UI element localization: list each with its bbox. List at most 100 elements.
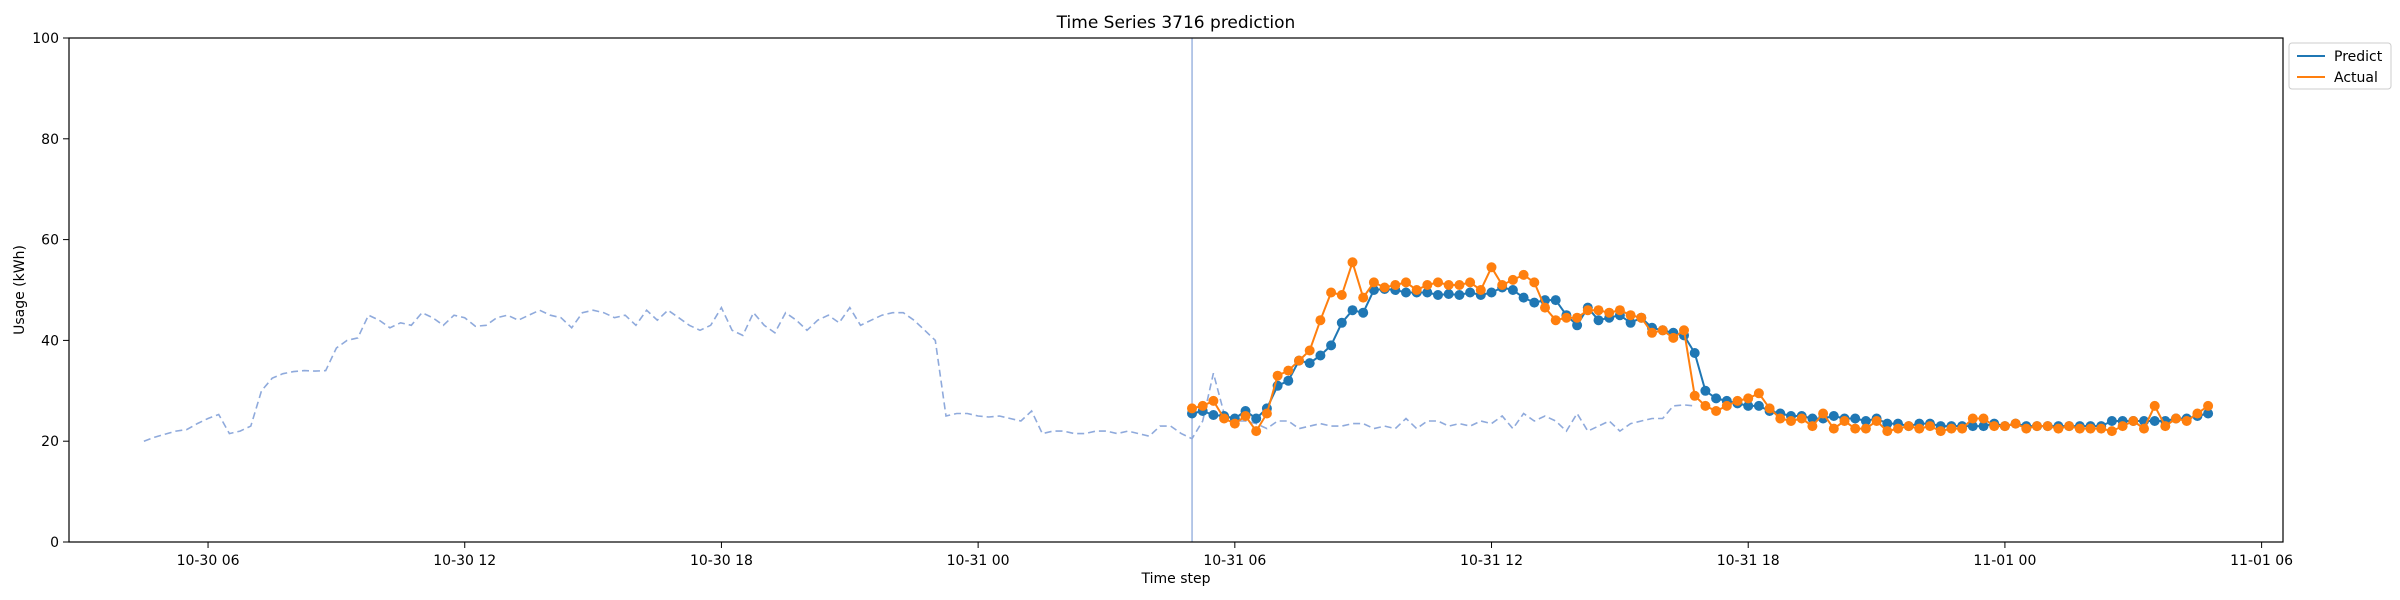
actual-point bbox=[1229, 418, 1240, 429]
y-tick-label: 40 bbox=[41, 333, 59, 349]
predict-point bbox=[1518, 292, 1529, 303]
actual-point bbox=[2128, 416, 2139, 426]
actual-point bbox=[2181, 416, 2192, 426]
actual-point bbox=[1294, 355, 1304, 366]
actual-point bbox=[1486, 262, 1497, 273]
actual-point bbox=[1935, 426, 1946, 437]
actual-point bbox=[1925, 421, 1935, 432]
actual-point bbox=[2117, 421, 2128, 432]
actual-point bbox=[1187, 403, 1197, 414]
x-tick-label: 10-31 00 bbox=[947, 553, 1010, 569]
actual-point bbox=[1443, 280, 1454, 290]
predict-point bbox=[1283, 375, 1294, 386]
actual-point bbox=[1807, 421, 1818, 432]
predict-point bbox=[1443, 289, 1454, 299]
predict-point bbox=[1347, 305, 1358, 316]
actual-point bbox=[2032, 421, 2042, 432]
x-axis: 10-30 06 10-30 12 10-30 18 10-31 00 10-31 06… bbox=[177, 542, 2293, 569]
actual-point bbox=[1251, 426, 1262, 437]
predict-point bbox=[1251, 413, 1262, 424]
actual-point bbox=[1860, 423, 1871, 434]
predict-point bbox=[1882, 418, 1893, 429]
actual-point bbox=[1775, 413, 1786, 424]
actual-point bbox=[1882, 426, 1893, 437]
plot-frame bbox=[68, 37, 2284, 543]
actual-point bbox=[1219, 413, 1230, 424]
x-tick-label: 11-01 00 bbox=[1973, 553, 2036, 569]
actual-point bbox=[1582, 305, 1593, 316]
actual-point bbox=[2139, 423, 2149, 434]
predict-point bbox=[1486, 287, 1497, 298]
y-tick-label: 20 bbox=[41, 434, 59, 450]
actual-point bbox=[1893, 423, 1903, 434]
predict-point bbox=[1529, 297, 1540, 308]
predict-point bbox=[1465, 287, 1476, 298]
predict-point bbox=[1401, 287, 1411, 298]
actual-point bbox=[1529, 277, 1540, 288]
actual-point bbox=[1850, 423, 1861, 434]
actual-point bbox=[1668, 332, 1679, 343]
actual-point bbox=[1647, 327, 1657, 338]
actual-point bbox=[1711, 406, 1722, 416]
actual-point bbox=[1336, 290, 1347, 300]
actual-point bbox=[1604, 307, 1615, 318]
actual-point bbox=[1422, 280, 1433, 290]
actual-point bbox=[1657, 325, 1668, 336]
actual-point bbox=[2192, 408, 2203, 419]
actual-point bbox=[1572, 312, 1583, 323]
actual-point bbox=[1197, 400, 1208, 411]
actual-point bbox=[2149, 400, 2160, 411]
actual-point bbox=[1614, 305, 1625, 316]
actual-point bbox=[1283, 365, 1294, 376]
actual-series bbox=[1187, 257, 2214, 437]
y-tick-label: 0 bbox=[50, 535, 59, 551]
actual-point bbox=[1358, 292, 1369, 303]
actual-point bbox=[1753, 388, 1764, 399]
actual-point bbox=[1946, 423, 1957, 434]
actual-point bbox=[1208, 395, 1219, 406]
actual-point bbox=[1368, 277, 1379, 288]
x-tick-label: 10-31 18 bbox=[1717, 553, 1780, 569]
actual-point bbox=[1507, 274, 1518, 285]
legend: Predict Actual bbox=[2288, 42, 2392, 90]
predict-point bbox=[1550, 295, 1561, 306]
predict-point bbox=[1422, 287, 1433, 298]
actual-point bbox=[1689, 390, 1700, 401]
y-axis: 0 20 40 60 80 100 bbox=[32, 31, 69, 551]
predict-point bbox=[2203, 408, 2214, 419]
actual-point bbox=[1315, 315, 1326, 326]
actual-point bbox=[1625, 310, 1636, 321]
predict-point bbox=[1689, 348, 1700, 358]
actual-point bbox=[1700, 400, 1711, 411]
actual-point bbox=[1379, 282, 1390, 293]
actual-point bbox=[1433, 277, 1443, 288]
x-tick-label: 10-31 12 bbox=[1460, 553, 1523, 569]
x-tick-label: 10-30 06 bbox=[177, 553, 240, 569]
actual-point bbox=[2042, 421, 2053, 432]
predict-point bbox=[1304, 358, 1315, 369]
actual-point bbox=[1903, 421, 1914, 432]
y-axis-label: Usage (kWh) bbox=[12, 245, 28, 335]
actual-point bbox=[2203, 400, 2214, 411]
actual-point bbox=[1401, 277, 1411, 288]
actual-point bbox=[2085, 423, 2096, 434]
actual-point bbox=[1465, 277, 1476, 288]
actual-point bbox=[1743, 393, 1754, 404]
legend-predict-label: Predict bbox=[2334, 49, 2383, 65]
predict-point bbox=[1326, 340, 1337, 351]
actual-point bbox=[2053, 423, 2064, 434]
actual-point bbox=[2010, 418, 2021, 429]
actual-point bbox=[1497, 280, 1508, 290]
actual-point bbox=[1304, 345, 1315, 356]
x-tick-label: 10-30 12 bbox=[433, 553, 496, 569]
actual-point bbox=[1989, 421, 2000, 432]
actual-point bbox=[1786, 416, 1796, 426]
actual-point bbox=[1978, 413, 1989, 424]
plot-area bbox=[143, 38, 2214, 542]
predict-point bbox=[1336, 317, 1347, 328]
actual-point bbox=[1721, 400, 1732, 411]
y-tick-label: 80 bbox=[41, 132, 59, 148]
actual-point bbox=[1828, 423, 1839, 434]
